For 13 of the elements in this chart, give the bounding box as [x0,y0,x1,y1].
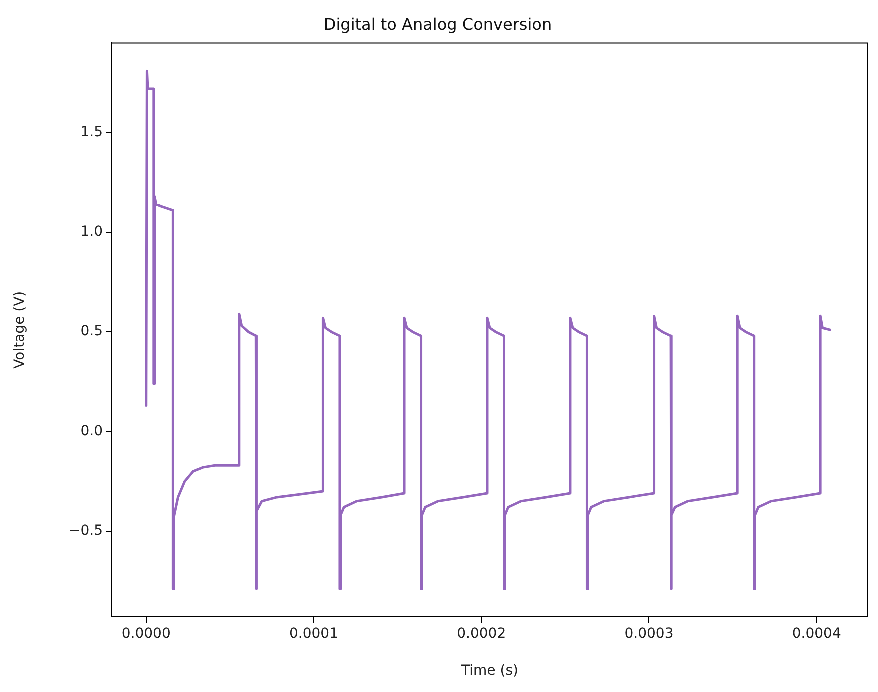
y-tick-label: 0.5 [80,324,103,340]
y-tick-label: −0.5 [69,522,103,539]
chart-title: Digital to Analog Conversion [324,14,552,34]
x-tick-label: 0.0001 [289,626,338,642]
x-tick-label: 0.0003 [624,626,674,642]
y-tick-label: 1.5 [80,124,103,140]
y-tick-label: 0.0 [80,423,103,440]
x-tick-label: 0.0000 [122,626,171,642]
x-tick-label: 0.0002 [457,626,506,642]
x-axis-title: Time (s) [460,663,518,680]
x-tick-label: 0.0004 [792,626,842,642]
y-tick-label: 1.0 [80,224,103,240]
y-axis-title: Voltage (V) [12,291,28,369]
